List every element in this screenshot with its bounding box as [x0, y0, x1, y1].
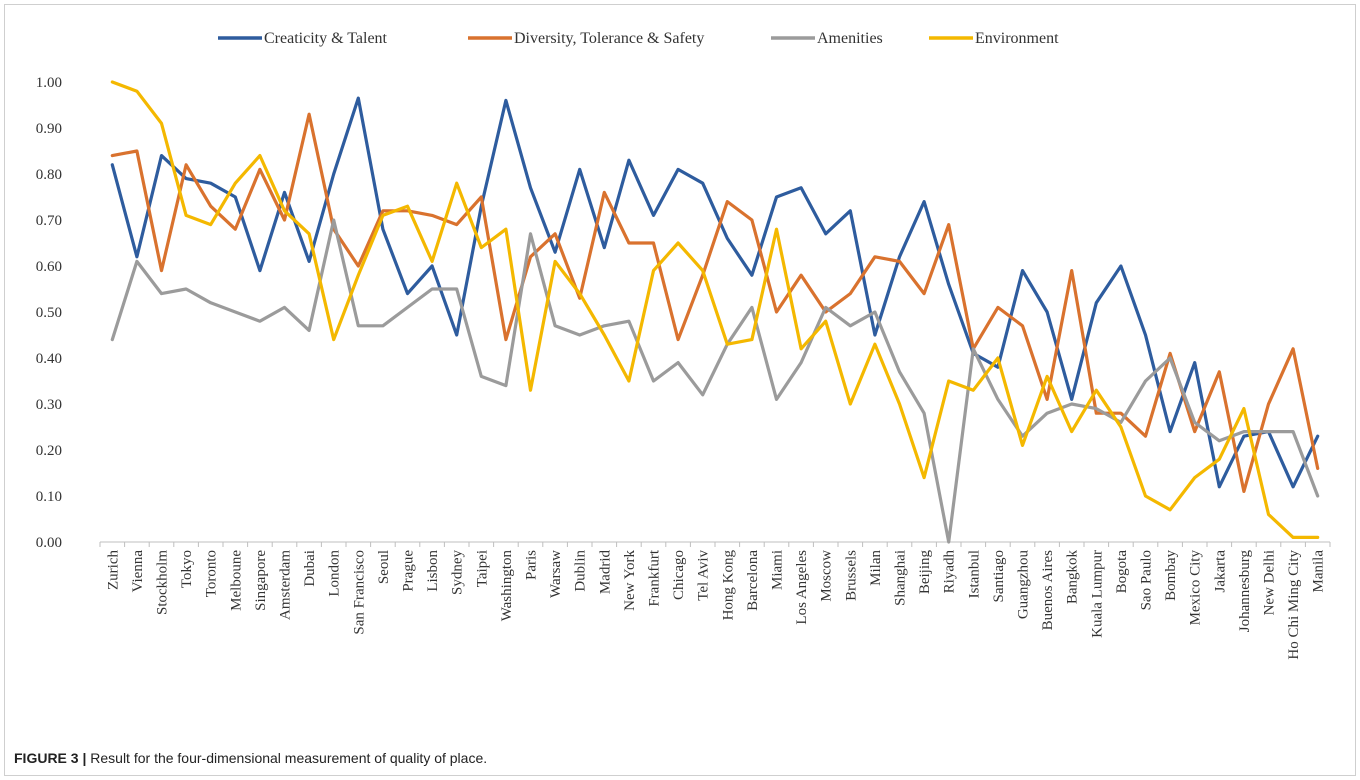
x-tick-label: Madrid — [597, 550, 613, 595]
x-tick-label: Frankfurt — [647, 549, 663, 606]
series-line-2 — [110, 218, 1320, 544]
y-tick-label: 0.50 — [36, 305, 62, 321]
y-axis: 0.00 0.10 0.20 0.30 0.40 0.50 0.60 0.70 0.80 0.90… — [36, 75, 62, 551]
x-tick-label: San Francisco — [351, 550, 367, 635]
x-tick-label: Toronto — [204, 550, 220, 597]
x-tick-label: Bangkok — [1065, 550, 1081, 605]
x-tick-label: Vienna — [130, 550, 146, 593]
x-tick-label: Mexico City — [1188, 550, 1204, 626]
x-tick-label: Sao Paulo — [1139, 550, 1155, 610]
x-tick-label: Milan — [868, 550, 884, 586]
x-tick-label: Beijing — [917, 550, 933, 595]
series-line-1 — [110, 112, 1320, 493]
x-tick-label: Bombay — [1163, 550, 1179, 601]
figure-frame — [4, 4, 1356, 776]
x-tick-label: Paris — [524, 550, 540, 580]
y-tick-label: 0.70 — [36, 213, 62, 229]
x-tick-label: Hong Kong — [720, 550, 736, 621]
chart-legend: Creaticity & Talent Diversity, Tolerance … — [218, 30, 1059, 47]
x-tick-label: London — [327, 550, 343, 597]
x-tick-label: Barcelona — [745, 550, 761, 611]
x-tick-label: Bogota — [1114, 550, 1130, 594]
x-tick-label: Miami — [770, 550, 786, 590]
caption-text: Result for the four-dimensional measurem… — [86, 750, 488, 766]
x-tick-label: Buenos Aires — [1040, 550, 1056, 631]
line-chart: Creaticity & Talent Diversity, Tolerance … — [36, 30, 1331, 660]
x-tick-label: Seoul — [376, 550, 392, 584]
y-tick-label: 0.30 — [36, 397, 62, 413]
x-tick-label: Zurich — [105, 550, 121, 590]
x-tick-label: Riyadh — [942, 550, 958, 594]
y-tick-label: 0.80 — [36, 167, 62, 183]
x-tick-label: Lisbon — [425, 550, 441, 592]
series-lines — [110, 80, 1320, 544]
x-tick-label: Jakarta — [1212, 550, 1228, 593]
x-tick-label: Santiago — [991, 550, 1007, 603]
x-tick-label: Manila — [1311, 550, 1327, 593]
y-tick-label: 0.10 — [36, 489, 62, 505]
x-tick-label: Prague — [401, 550, 417, 592]
y-tick-label: 0.00 — [36, 535, 62, 551]
x-tick-label: Ho Chi Ming City — [1286, 550, 1302, 660]
legend-label: Amenities — [817, 30, 883, 47]
figure-caption: FIGURE 3 | Result for the four-dimension… — [14, 750, 487, 766]
x-tick-label: Guangzhou — [1016, 550, 1032, 620]
x-tick-label: Singapore — [253, 550, 269, 611]
x-tick-label: Taipei — [474, 550, 490, 587]
x-tick-label: Moscow — [819, 550, 835, 602]
x-tick-label: Shanghai — [893, 550, 909, 606]
x-tick-label: Kuala Lumpur — [1089, 550, 1105, 638]
x-tick-label: Dubai — [302, 550, 318, 587]
x-tick-label: New York — [622, 550, 638, 611]
y-tick-label: 0.90 — [36, 121, 62, 137]
x-tick-label: Sydney — [450, 550, 466, 596]
legend-label: Creaticity & Talent — [264, 30, 388, 47]
y-tick-label: 0.20 — [36, 443, 62, 459]
series-line-3 — [110, 80, 1320, 540]
x-tick-label: Melboune — [228, 550, 244, 611]
x-tick-label: Warsaw — [548, 550, 564, 598]
x-tick-label: Brussels — [843, 550, 859, 601]
y-tick-label: 1.00 — [36, 75, 62, 91]
caption-label: FIGURE 3 | — [14, 750, 87, 766]
x-tick-label: Washington — [499, 550, 515, 622]
x-tick-label: Tokyo — [179, 550, 195, 588]
x-tick-label: Dublin — [573, 550, 589, 592]
x-tick-label: Los Angeles — [794, 550, 810, 625]
x-tick-label: Tel Aviv — [696, 550, 712, 601]
legend-label: Environment — [975, 30, 1059, 47]
legend-label: Diversity, Tolerance & Safety — [514, 30, 704, 47]
x-tick-label: Stockholm — [155, 550, 171, 615]
x-tick-label: Amsterdam — [278, 550, 294, 620]
y-tick-label: 0.60 — [36, 259, 62, 275]
x-tick-label: New Delhi — [1262, 550, 1278, 615]
x-tick-label: Chicago — [671, 550, 687, 600]
x-tick-label: Johannesburg — [1237, 550, 1253, 633]
x-axis: Zurich Vienna Stockholm Tokyo Toronto Melboun… — [99, 541, 1331, 660]
y-tick-label: 0.40 — [36, 351, 62, 367]
x-tick-label: Istanbul — [966, 550, 982, 598]
